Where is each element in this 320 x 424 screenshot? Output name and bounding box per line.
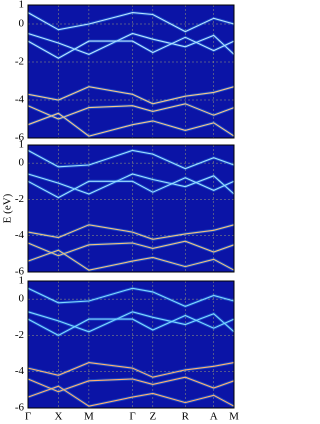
band [27, 173, 235, 195]
y-tick-label: 1 [19, 139, 25, 151]
y-tick-label: -6 [15, 402, 25, 414]
x-tick-label: X [54, 411, 62, 423]
x-tick-label: R [182, 411, 190, 423]
band [27, 287, 235, 307]
y-tick-label: -4 [15, 94, 25, 106]
x-tick-label: Γ [25, 411, 31, 423]
y-tick-label: 0 [19, 18, 25, 30]
band [27, 86, 235, 105]
band [27, 362, 235, 378]
y-tick-label: 0 [19, 157, 25, 169]
y-axis-label: E (eV) [2, 193, 14, 223]
y-tick-label: -2 [15, 56, 24, 68]
band [27, 177, 235, 199]
band [27, 32, 235, 55]
band [27, 311, 235, 333]
band [27, 112, 235, 137]
y-tick-label: -2 [15, 329, 24, 341]
plot-frame [27, 4, 235, 139]
band [27, 12, 235, 33]
y-tick-label: 1 [19, 275, 25, 287]
x-tick-label: Z [149, 411, 156, 423]
y-tick-label: 1 [19, 0, 25, 11]
band [27, 385, 235, 407]
y-tick-label: -4 [15, 365, 25, 377]
plot-background [28, 145, 234, 272]
band [27, 149, 235, 170]
plot-frame [27, 280, 235, 409]
band [27, 36, 235, 59]
x-tick-label: Γ [129, 411, 135, 423]
x-tick-label: M [84, 411, 94, 423]
y-tick-label: -6 [15, 132, 25, 144]
band [27, 249, 235, 271]
x-tick-label: A [210, 411, 218, 423]
plot-frame [27, 144, 235, 273]
figure: 10-2-4-610-2-4-6E (eV)10-2-4-6Γ X M Γ Z R A M [2, 0, 240, 423]
y-tick-label: -6 [15, 266, 25, 278]
y-tick-label: 0 [19, 293, 25, 305]
band [27, 314, 235, 337]
x-tick-label: M [229, 411, 239, 423]
y-tick-label: -2 [15, 193, 24, 205]
band [27, 224, 235, 240]
y-tick-label: -4 [15, 229, 25, 241]
